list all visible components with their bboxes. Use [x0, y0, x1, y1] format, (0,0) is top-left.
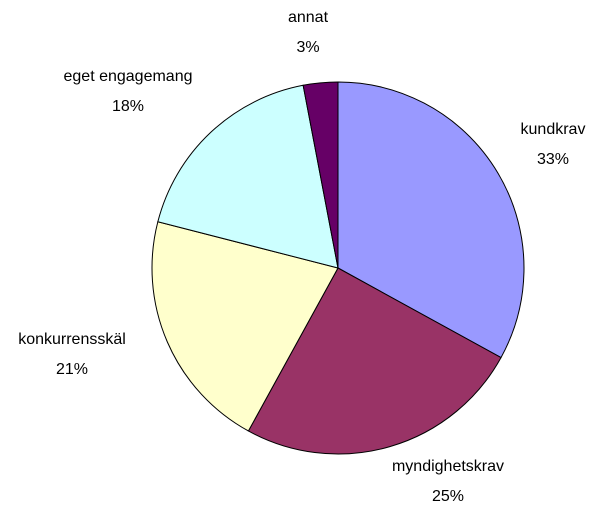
- pie-slice: [302, 81, 339, 269]
- slice-value-label: 21%: [56, 361, 88, 378]
- slice-label: eget engagemang: [64, 68, 193, 85]
- slice-value-label: 18%: [112, 98, 144, 115]
- pie-slice: [247, 267, 502, 455]
- slice-value-label: 25%: [432, 488, 464, 505]
- slice-value-label: 3%: [296, 39, 319, 56]
- slice-label: konkurrensskäl: [18, 331, 126, 348]
- slice-label: myndighetskrav: [392, 458, 504, 475]
- pie-slice: [157, 84, 339, 269]
- slice-value-label: 33%: [537, 151, 569, 168]
- slice-label: kundkrav: [521, 121, 586, 138]
- slice-label: annat: [288, 9, 329, 26]
- pie-slice: [337, 81, 525, 359]
- pie-slice: [151, 221, 339, 432]
